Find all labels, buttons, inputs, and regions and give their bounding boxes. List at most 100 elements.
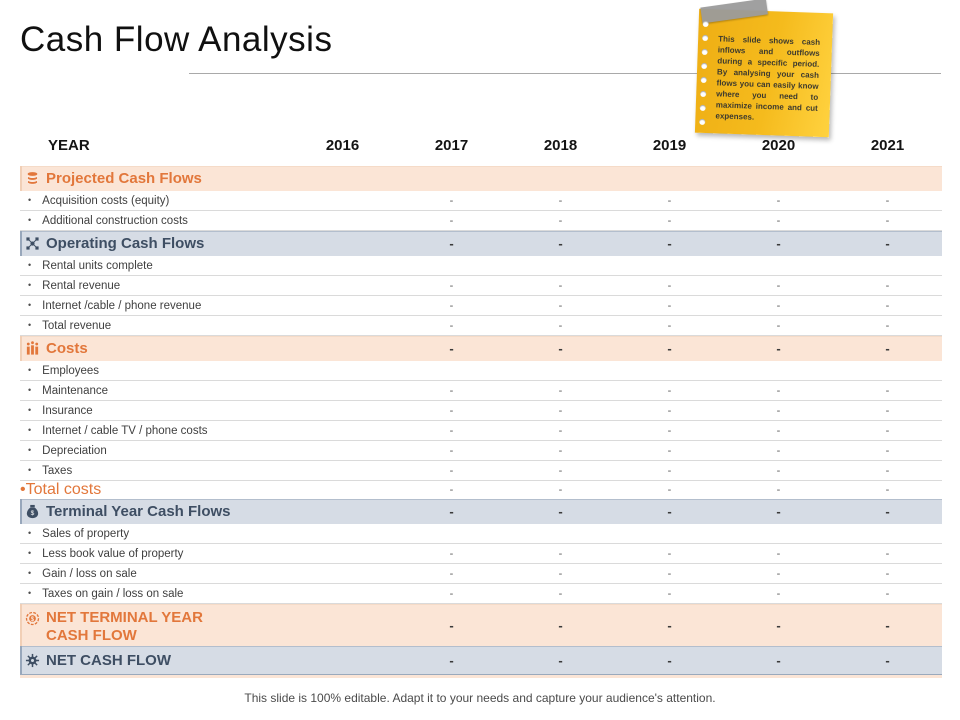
bullet-icon: • — [28, 365, 32, 375]
value-cell: - — [885, 547, 890, 560]
table-row: $ Net Terminal Year Cash Flow - - - - - — [20, 604, 942, 646]
table-header-row: YEAR 2016 2017 2018 2019 2020 2021 — [20, 134, 942, 156]
value-cell: - — [776, 194, 781, 207]
gear-icon — [25, 653, 40, 667]
svg-text:$: $ — [31, 510, 35, 517]
value-cell: - — [776, 504, 781, 519]
row-label: • Gain / loss on sale — [20, 568, 288, 580]
coins-icon — [27, 172, 38, 185]
row-label-text: Less book value of property — [42, 547, 184, 560]
value-cell: - — [558, 617, 563, 633]
section-label: Projected Cash Flows — [20, 170, 288, 187]
value-cell: - — [558, 504, 563, 519]
value-cell: - — [558, 341, 563, 356]
value-cell: - — [885, 444, 890, 457]
hole-icon — [700, 76, 707, 84]
value-cell: - — [885, 319, 890, 332]
value-cell: - — [558, 547, 563, 560]
value-cell: - — [558, 464, 563, 477]
value-cell: - — [776, 484, 781, 496]
value-cell: - — [558, 384, 563, 397]
value-cell: - — [776, 299, 781, 312]
value-cell: - — [885, 214, 890, 227]
value-cell: - — [776, 236, 781, 251]
value-cell: - — [449, 617, 454, 633]
footer-note: This slide is 100% editable. Adapt it to… — [244, 691, 716, 705]
value-cell: - — [449, 587, 454, 600]
year-2021: 2021 — [870, 136, 905, 154]
value-cell: - — [885, 194, 890, 207]
row-label-text: Rental units complete — [42, 259, 153, 272]
value-cell: - — [776, 464, 781, 477]
row-label-text: Gain / loss on sale — [42, 567, 137, 580]
row-label-text: Additional construction costs — [42, 214, 188, 227]
row-label-text: Operating Cash Flows — [46, 235, 205, 252]
note-holes — [699, 20, 711, 125]
value-cell: - — [885, 404, 890, 417]
cash-flow-table: YEAR 2016 2017 2018 2019 2020 2021 Proje… — [20, 134, 942, 678]
value-cell: - — [667, 319, 672, 332]
note-text: This slide shows cash inflows and outflo… — [715, 34, 821, 122]
value-cell: - — [558, 587, 563, 600]
value-cell: - — [885, 341, 890, 356]
value-cell: - — [776, 341, 781, 356]
value-cell: - — [667, 384, 672, 397]
row-label-text: Taxes on gain / loss on sale — [42, 587, 184, 600]
table-row: Projected Cash Flows — [20, 166, 942, 191]
value-cell: - — [776, 652, 781, 668]
value-cell: - — [558, 236, 563, 251]
row-label: • Rental units complete — [20, 260, 288, 272]
value-cell: - — [776, 319, 781, 332]
value-cell: - — [667, 194, 672, 207]
value-cell: - — [449, 194, 454, 207]
value-cell: - — [449, 444, 454, 457]
value-cell: - — [449, 484, 454, 496]
table-row: • Taxes - - - - - — [20, 461, 942, 481]
value-cell: - — [449, 279, 454, 292]
bullet-icon: • — [28, 588, 32, 598]
value-cell: - — [558, 319, 563, 332]
sticky-note: This slide shows cash inflows and outflo… — [694, 0, 834, 138]
value-cell: - — [558, 279, 563, 292]
hole-icon — [701, 62, 708, 70]
row-label-text: Terminal Year Cash Flows — [46, 503, 231, 520]
year-2019: 2019 — [652, 136, 687, 154]
row-label: • Acquisition costs (equity) — [20, 195, 288, 207]
svg-text:$: $ — [31, 616, 35, 623]
value-cell: - — [449, 341, 454, 356]
page-title: Cash Flow Analysis — [20, 20, 333, 59]
value-cell: - — [449, 236, 454, 251]
table-row: Net Cash Flow - - - - - — [20, 646, 942, 675]
row-label-text: Sales of property — [42, 527, 130, 540]
row-label-text: Rental revenue — [42, 279, 121, 292]
row-label-text: Insurance — [42, 404, 93, 417]
row-label-text: Internet /cable / phone revenue — [42, 299, 202, 312]
value-cell: - — [667, 236, 672, 251]
row-label: • Depreciation — [20, 445, 288, 457]
row-label: • Additional construction costs — [20, 215, 288, 227]
table-row: • Internet /cable / phone revenue - - - - - — [20, 296, 942, 316]
row-label: • Insurance — [20, 405, 288, 417]
bullet-icon: • — [28, 445, 32, 455]
value-cell: - — [558, 484, 563, 496]
tape-icon — [700, 0, 768, 24]
row-label: • Rental revenue — [20, 280, 288, 292]
row-label-text: Total costs — [25, 481, 102, 498]
bullet-icon: • — [28, 260, 32, 270]
bullet-icon: • — [28, 385, 32, 395]
value-cell: - — [667, 444, 672, 457]
section-label: $ Terminal Year Cash Flows — [20, 503, 288, 520]
value-cell: - — [449, 464, 454, 477]
row-label: •Total costs — [20, 481, 288, 499]
value-cell: - — [449, 319, 454, 332]
value-cell: - — [667, 652, 672, 668]
year-header: YEAR — [48, 136, 90, 154]
value-cell: - — [449, 504, 454, 519]
row-label: • Sales of property — [20, 528, 288, 540]
row-label-text: Depreciation — [42, 444, 107, 457]
row-label-text: Projected Cash Flows — [46, 170, 202, 187]
table-row: •Total costs - - - - - — [20, 481, 942, 499]
hole-icon — [699, 118, 706, 125]
value-cell: - — [558, 567, 563, 580]
table-body: Projected Cash Flows • Acquisition costs (… — [20, 166, 942, 675]
